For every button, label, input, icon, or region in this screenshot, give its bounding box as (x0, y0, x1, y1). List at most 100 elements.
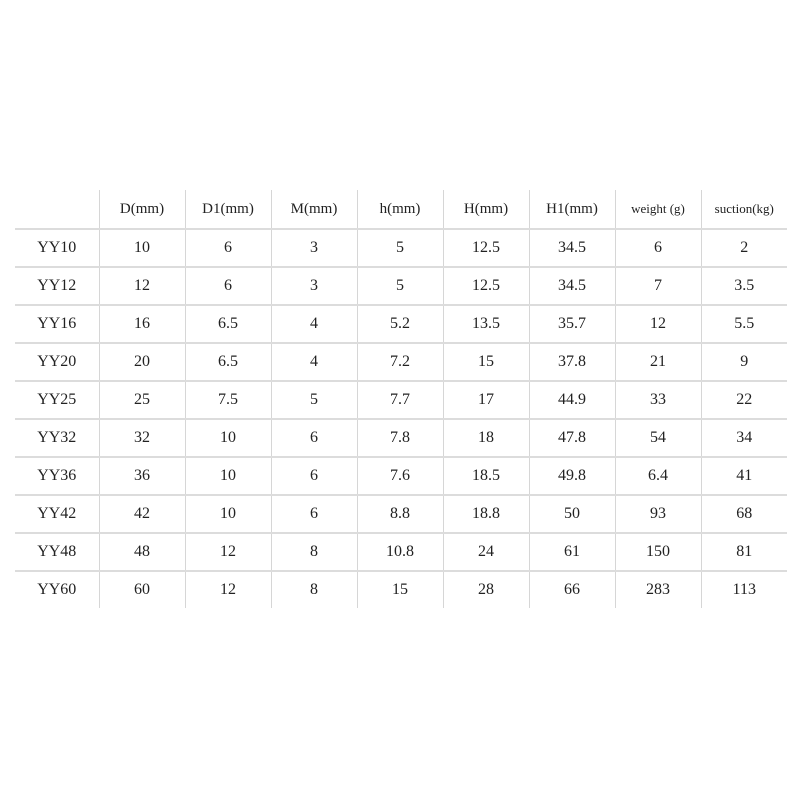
value-cell: 10.8 (356, 533, 443, 572)
value-cell: 10 (98, 229, 185, 268)
value-cell: 66 (528, 571, 615, 608)
table-row: YY60 60 12 8 15 28 66 283 113 (15, 571, 787, 608)
value-cell: 49.8 (528, 457, 615, 496)
value-cell: 15 (356, 571, 443, 608)
value-cell: 6.4 (614, 457, 701, 496)
value-cell: 7.8 (356, 419, 443, 458)
value-cell: 6 (270, 495, 357, 534)
table-row: YY12 12 6 3 5 12.5 34.5 7 3.5 (15, 267, 787, 306)
value-cell: 28 (442, 571, 529, 608)
value-cell: 18 (442, 419, 529, 458)
value-cell: 16 (98, 305, 185, 344)
value-cell: 17 (442, 381, 529, 420)
value-cell: 12 (614, 305, 701, 344)
value-cell: 2 (700, 229, 787, 268)
value-cell: 12 (184, 533, 271, 572)
model-cell: YY36 (15, 457, 99, 496)
model-cell: YY16 (15, 305, 99, 344)
column-header: weight (g) (614, 190, 701, 230)
column-header: D1(mm) (184, 190, 271, 230)
model-cell: YY32 (15, 419, 99, 458)
model-cell: YY12 (15, 267, 99, 306)
model-cell: YY10 (15, 229, 99, 268)
value-cell: 20 (98, 343, 185, 382)
value-cell: 9 (700, 343, 787, 382)
value-cell: 22 (700, 381, 787, 420)
value-cell: 4 (270, 343, 357, 382)
value-cell: 21 (614, 343, 701, 382)
column-header: h(mm) (356, 190, 443, 230)
value-cell: 13.5 (442, 305, 529, 344)
value-cell: 283 (614, 571, 701, 608)
value-cell: 3.5 (700, 267, 787, 306)
column-header: D(mm) (98, 190, 185, 230)
value-cell: 12.5 (442, 229, 529, 268)
value-cell: 61 (528, 533, 615, 572)
value-cell: 5 (356, 267, 443, 306)
value-cell: 12 (184, 571, 271, 608)
value-cell: 36 (98, 457, 185, 496)
table-row: YY42 42 10 6 8.8 18.8 50 93 68 (15, 495, 787, 534)
value-cell: 34 (700, 419, 787, 458)
value-cell: 54 (614, 419, 701, 458)
model-cell: YY60 (37, 581, 77, 598)
model-cell: YY42 (15, 495, 99, 534)
value-cell: 7.5 (184, 381, 271, 420)
value-cell: 50 (528, 495, 615, 534)
value-cell: 8.8 (356, 495, 443, 534)
column-header: M(mm) (270, 190, 357, 230)
table-row: YY20 20 6.5 4 7.2 15 37.8 21 9 (15, 343, 787, 382)
value-cell: 12.5 (442, 267, 529, 306)
value-cell: 4 (270, 305, 357, 344)
value-cell: 10 (184, 495, 271, 534)
value-cell: 10 (184, 457, 271, 496)
table-row: YY32 32 10 6 7.8 18 47.8 54 34 (15, 419, 787, 458)
value-cell: 37.8 (528, 343, 615, 382)
model-cell: YY20 (15, 343, 99, 382)
value-cell: 6 (184, 229, 271, 268)
value-cell: 93 (614, 495, 701, 534)
table-row: YY25 25 7.5 5 7.7 17 44.9 33 22 (15, 381, 787, 420)
value-cell: 68 (700, 495, 787, 534)
value-cell: 18.5 (442, 457, 529, 496)
value-cell: 150 (614, 533, 701, 572)
table-row: YY48 48 12 8 10.8 24 61 150 81 (15, 533, 787, 572)
value-cell: 113 (700, 571, 787, 608)
value-cell: 6.5 (184, 305, 271, 344)
value-cell: 34.5 (528, 267, 615, 306)
column-header (15, 190, 99, 230)
value-cell: 10 (184, 419, 271, 458)
value-cell: 8 (270, 571, 357, 608)
value-cell: 8 (270, 533, 357, 572)
value-cell: 41 (700, 457, 787, 496)
value-cell: 7.7 (356, 381, 443, 420)
value-cell: 18.8 (442, 495, 529, 534)
value-cell: 42 (98, 495, 185, 534)
table-row: YY10 10 6 3 5 12.5 34.5 6 2 (15, 229, 787, 268)
value-cell: 5.5 (700, 305, 787, 344)
value-cell: 6 (270, 419, 357, 458)
table-row: YY36 36 10 6 7.6 18.5 49.8 6.4 41 (15, 457, 787, 496)
value-cell: 7.6 (356, 457, 443, 496)
value-cell: 48 (98, 533, 185, 572)
value-cell: 3 (270, 267, 357, 306)
header-row: D(mm) D1(mm) M(mm) h(mm) H(mm) H1(mm) weight (… (15, 190, 787, 230)
value-cell: 32 (98, 419, 185, 458)
value-cell: 6 (184, 267, 271, 306)
value-cell: 34.5 (528, 229, 615, 268)
value-cell: 3 (270, 229, 357, 268)
value-cell: 81 (700, 533, 787, 572)
value-cell: 25 (98, 381, 185, 420)
column-header: H(mm) (442, 190, 529, 230)
value-cell: 7 (614, 267, 701, 306)
value-cell: 6 (614, 229, 701, 268)
value-cell: 12 (98, 267, 185, 306)
column-header: suction(kg) (700, 190, 787, 230)
value-cell: 7.2 (356, 343, 443, 382)
value-cell: 47.8 (528, 419, 615, 458)
value-cell: 60 (98, 571, 185, 608)
value-cell: 5 (270, 381, 357, 420)
value-cell: 44.9 (528, 381, 615, 420)
specs-table: D(mm) D1(mm) M(mm) h(mm) H(mm) H1(mm) weight (… (15, 190, 787, 608)
table-row: YY16 16 6.5 4 5.2 13.5 35.7 12 5.5 (15, 305, 787, 344)
